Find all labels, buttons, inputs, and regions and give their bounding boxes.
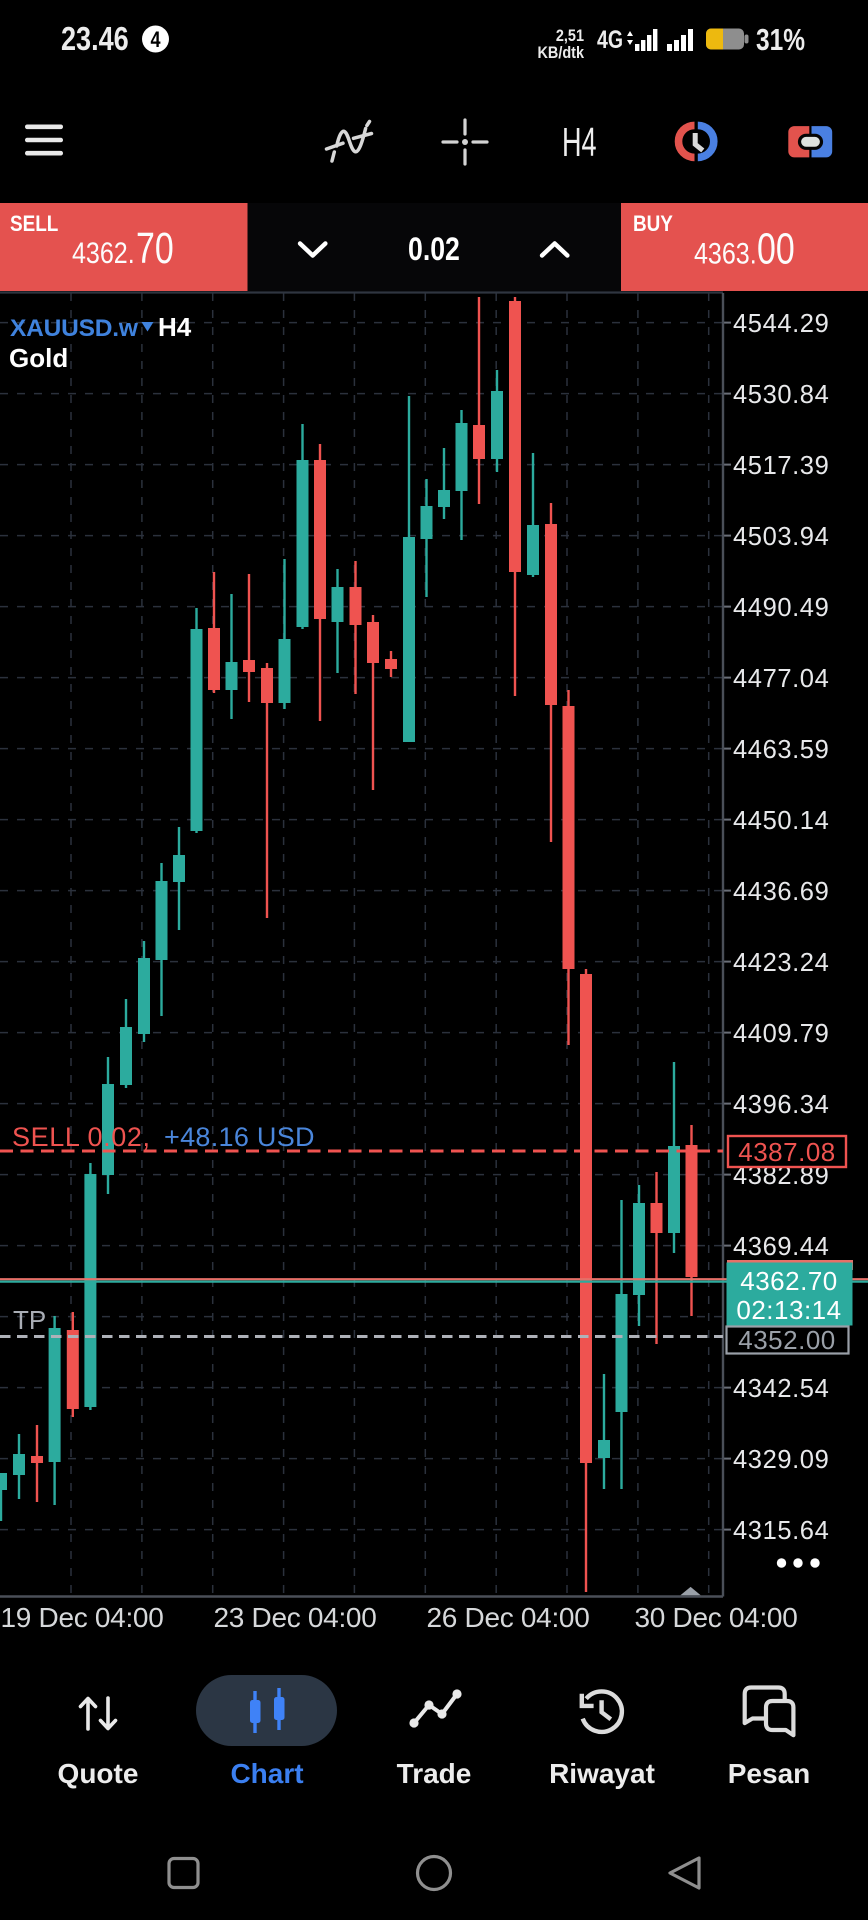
svg-text:Riwayat: Riwayat bbox=[549, 1758, 655, 1789]
svg-text:H4: H4 bbox=[562, 121, 597, 166]
svg-text:BUY: BUY bbox=[633, 212, 673, 237]
svg-text:70: 70 bbox=[136, 225, 174, 273]
svg-text:4503.94: 4503.94 bbox=[733, 523, 829, 551]
svg-text:4436.69: 4436.69 bbox=[733, 878, 829, 906]
svg-text:4423.24: 4423.24 bbox=[733, 949, 829, 977]
svg-text:23.46: 23.46 bbox=[61, 22, 129, 58]
svg-text:2,51: 2,51 bbox=[556, 27, 584, 45]
svg-text:4544.29: 4544.29 bbox=[733, 310, 829, 338]
svg-text:4369.44: 4369.44 bbox=[733, 1233, 829, 1261]
svg-text:4490.49: 4490.49 bbox=[733, 594, 829, 622]
svg-text:TP: TP bbox=[13, 1305, 46, 1335]
svg-text:4477.04: 4477.04 bbox=[733, 665, 829, 693]
svg-text:+48.16 USD: +48.16 USD bbox=[164, 1122, 315, 1152]
svg-text:H4: H4 bbox=[158, 312, 192, 342]
svg-text:Chart: Chart bbox=[230, 1758, 303, 1789]
svg-text:4329.09: 4329.09 bbox=[733, 1446, 829, 1474]
svg-text:31%: 31% bbox=[756, 22, 805, 56]
svg-text:XAUUSD.w: XAUUSD.w bbox=[10, 315, 139, 342]
svg-text:4362.70: 4362.70 bbox=[740, 1266, 837, 1296]
svg-text:Trade: Trade bbox=[397, 1758, 472, 1789]
svg-text:4387.08: 4387.08 bbox=[738, 1137, 835, 1167]
svg-text:Quote: Quote bbox=[58, 1758, 139, 1789]
svg-text:4363.: 4363. bbox=[694, 237, 757, 270]
svg-text:SELL: SELL bbox=[10, 212, 58, 237]
svg-text:Gold: Gold bbox=[9, 343, 68, 373]
svg-text:26 Dec 04:00: 26 Dec 04:00 bbox=[427, 1602, 590, 1633]
svg-text:Pesan: Pesan bbox=[728, 1758, 811, 1789]
svg-text:4530.84: 4530.84 bbox=[733, 381, 829, 409]
svg-text:0.02: 0.02 bbox=[408, 232, 460, 268]
svg-text:02:13:14: 02:13:14 bbox=[736, 1295, 841, 1325]
svg-text:4352.00: 4352.00 bbox=[738, 1325, 835, 1355]
svg-text:KB/dtk: KB/dtk bbox=[537, 44, 584, 62]
svg-text:23 Dec 04:00: 23 Dec 04:00 bbox=[214, 1602, 377, 1633]
svg-text:4396.34: 4396.34 bbox=[733, 1091, 829, 1119]
svg-text:4315.64: 4315.64 bbox=[733, 1517, 829, 1545]
svg-text:19 Dec 04:00: 19 Dec 04:00 bbox=[1, 1602, 164, 1633]
svg-text:4517.39: 4517.39 bbox=[733, 452, 829, 480]
svg-text:4450.14: 4450.14 bbox=[733, 807, 829, 835]
svg-text:4362.: 4362. bbox=[72, 236, 135, 269]
svg-text:30 Dec 04:00: 30 Dec 04:00 bbox=[635, 1602, 798, 1633]
svg-text:4463.59: 4463.59 bbox=[733, 736, 829, 764]
svg-text:4342.54: 4342.54 bbox=[733, 1375, 829, 1403]
svg-text:SELL 0.02,: SELL 0.02, bbox=[12, 1122, 151, 1152]
svg-text:4409.79: 4409.79 bbox=[733, 1020, 829, 1048]
svg-text:4: 4 bbox=[150, 28, 161, 52]
svg-text:4G: 4G bbox=[597, 26, 623, 54]
svg-text:00: 00 bbox=[757, 226, 795, 274]
